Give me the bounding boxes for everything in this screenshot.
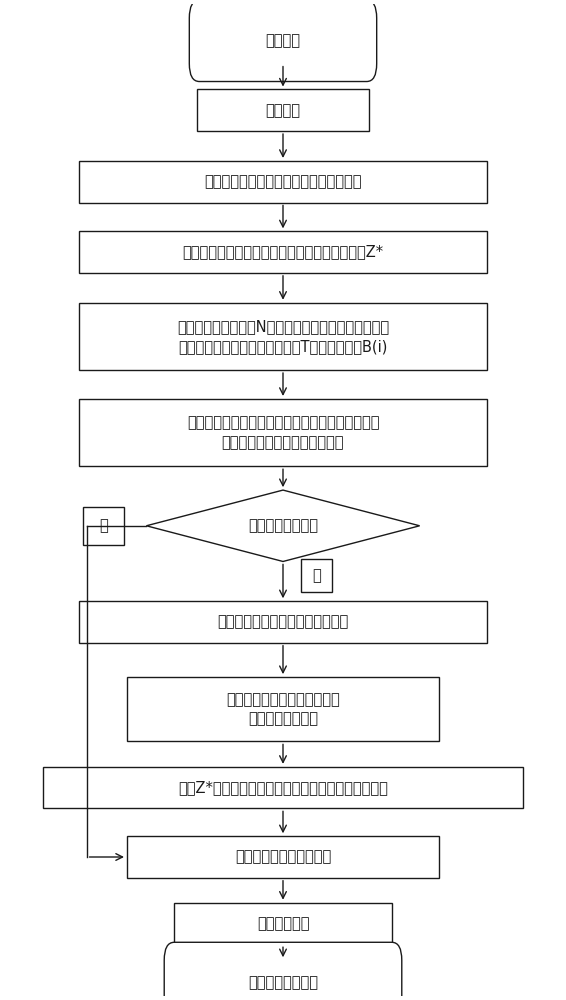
Text: 输入图像: 输入图像 bbox=[265, 33, 301, 48]
Text: 输出图像分割结果: 输出图像分割结果 bbox=[248, 975, 318, 990]
Bar bbox=[79, 399, 487, 466]
Bar bbox=[127, 677, 439, 741]
Text: 根据初始种群及其目标函数初始化每一个子问题的
父代个体和其对应的两个目标值: 根据初始种群及其目标函数初始化每一个子问题的 父代个体和其对应的两个目标值 bbox=[187, 415, 379, 450]
Text: 产生最优个体: 产生最优个体 bbox=[257, 916, 309, 931]
Bar bbox=[301, 559, 332, 592]
Text: 分水岭初分割，结合特征产生待分割数据: 分水岭初分割，结合特征产生待分割数据 bbox=[204, 174, 362, 189]
Polygon shape bbox=[147, 490, 419, 561]
Text: 特征提取: 特征提取 bbox=[265, 103, 301, 118]
Bar bbox=[79, 161, 487, 202]
Text: 对每个子问题的个体进行进化操作: 对每个子问题的个体进行进化操作 bbox=[217, 614, 349, 629]
FancyBboxPatch shape bbox=[189, 0, 377, 82]
Bar bbox=[83, 507, 125, 545]
Bar bbox=[174, 903, 392, 944]
Bar bbox=[127, 836, 439, 878]
Text: 利用邻居子问题父代个体产生
新的临时子代个体: 利用邻居子问题父代个体产生 新的临时子代个体 bbox=[226, 692, 340, 727]
Bar bbox=[196, 89, 370, 131]
Bar bbox=[43, 767, 523, 808]
Text: 否: 否 bbox=[312, 568, 321, 583]
Text: 是: 是 bbox=[99, 518, 108, 533]
Text: 将多目标问题分解成N个子问题，初始每一个子问题的
权值，比计算出每一个子问题的T个邻居子问题B(i): 将多目标问题分解成N个子问题，初始每一个子问题的 权值，比计算出每一个子问题的T… bbox=[177, 319, 389, 354]
Bar bbox=[79, 601, 487, 643]
Bar bbox=[79, 303, 487, 370]
Text: 是否满足终止条件: 是否满足终止条件 bbox=[248, 518, 318, 533]
FancyBboxPatch shape bbox=[164, 942, 402, 1000]
Bar bbox=[79, 231, 487, 273]
Text: 更新Z*，并更新邻居子的两个目标函数值和父代个体: 更新Z*，并更新邻居子的两个目标函数值和父代个体 bbox=[178, 780, 388, 795]
Text: 进行种群初始化，计算个体目标函数值和参考点Z*: 进行种群初始化，计算个体目标函数值和参考点Z* bbox=[182, 245, 384, 260]
Text: 聚类过程结束，分配类标: 聚类过程结束，分配类标 bbox=[235, 849, 331, 864]
